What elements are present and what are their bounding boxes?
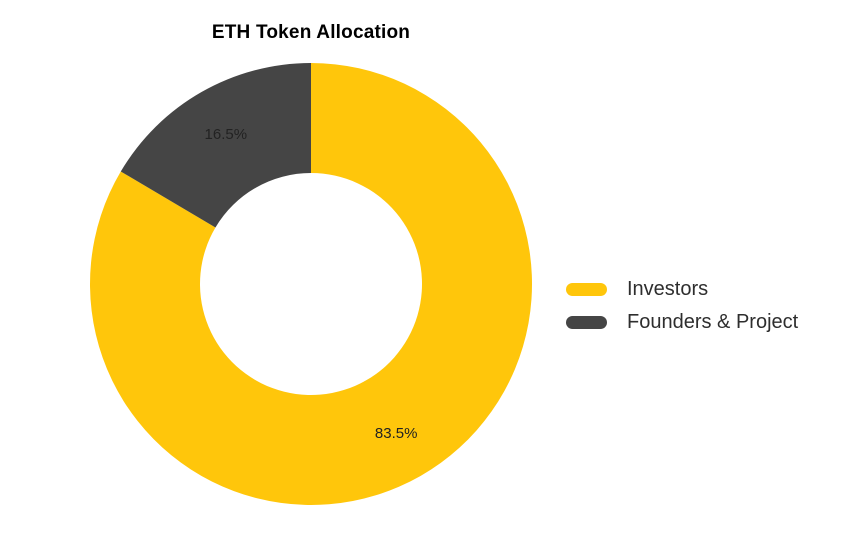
legend-swatch-founders-project (566, 315, 607, 329)
pie-slice-investors[interactable] (90, 63, 533, 505)
slice-percent-label-investors: 83.5% (375, 425, 418, 442)
legend-item-investors[interactable]: Investors (566, 276, 798, 302)
legend: Investors Founders & Project (566, 276, 798, 335)
legend-label-investors: Investors (627, 278, 709, 300)
legend-item-founders-project[interactable]: Founders & Project (566, 309, 798, 335)
slice-percent-label-founders-project: 16.5% (205, 126, 248, 143)
legend-swatch-investors (566, 282, 607, 296)
pie-slice-founders-project[interactable] (120, 63, 311, 228)
legend-label-founders-project: Founders & Project (627, 311, 799, 333)
chart-title: ETH Token Allocation (211, 22, 411, 43)
